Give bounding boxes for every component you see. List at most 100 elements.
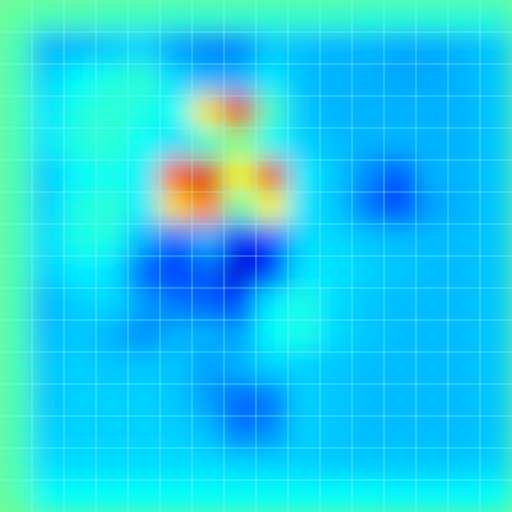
heatmap-cell [223, 383, 257, 417]
heatmap-cell [351, 415, 385, 449]
heatmap-cell [63, 223, 97, 257]
heatmap-cell [415, 479, 449, 512]
heatmap-cell [31, 447, 65, 481]
heatmap-cell [383, 191, 417, 225]
heatmap-cell [479, 31, 512, 65]
heatmap-cell [223, 127, 257, 161]
heatmap-cell [0, 159, 33, 193]
heatmap-cell [63, 31, 97, 65]
heatmap-cell [447, 351, 481, 385]
heatmap-cell [95, 383, 129, 417]
heatmap-cell [319, 223, 353, 257]
heatmap-cell [447, 191, 481, 225]
heatmap-cell [159, 287, 193, 321]
heatmap-cell [127, 223, 161, 257]
heatmap-cell [191, 351, 225, 385]
heatmap-cell [31, 415, 65, 449]
heatmap-cell [0, 447, 33, 481]
heatmap-cell [351, 287, 385, 321]
heatmap-cell [127, 159, 161, 193]
heatmap-cell [191, 127, 225, 161]
heatmap-cell [287, 191, 321, 225]
heatmap-cell [255, 223, 289, 257]
heatmap-cell [159, 191, 193, 225]
heatmap-cell [95, 479, 129, 512]
heatmap-cell [95, 159, 129, 193]
heatmap-cell [95, 95, 129, 129]
heatmap-cell [447, 319, 481, 353]
heatmap-cell [63, 319, 97, 353]
heatmap-cell [479, 255, 512, 289]
heatmap-cell [0, 287, 33, 321]
heatmap-cell [191, 31, 225, 65]
heatmap-cell [255, 255, 289, 289]
heatmap-cell [415, 63, 449, 97]
heatmap-cell [0, 255, 33, 289]
heatmap-cell [351, 479, 385, 512]
heatmap-cell [447, 447, 481, 481]
heatmap-cell [415, 447, 449, 481]
heatmap-cell [383, 0, 417, 33]
heatmap-cell [415, 415, 449, 449]
heatmap-cell [383, 319, 417, 353]
heatmap-cell [415, 287, 449, 321]
heatmap-cell [319, 31, 353, 65]
heatmap-cell [127, 447, 161, 481]
heatmap-cell [255, 287, 289, 321]
heatmap-cell [287, 127, 321, 161]
heatmap-cell [383, 127, 417, 161]
heatmap-cell [0, 319, 33, 353]
heatmap-cell [479, 319, 512, 353]
heatmap-cell [63, 351, 97, 385]
heatmap-cell [447, 159, 481, 193]
heatmap-cell [351, 95, 385, 129]
heatmap-cell [351, 191, 385, 225]
heatmap-cell [223, 287, 257, 321]
heatmap-cell [191, 63, 225, 97]
heatmap-cell [191, 383, 225, 417]
heatmap-cell [95, 415, 129, 449]
heatmap-cell [0, 383, 33, 417]
heatmap-cell [479, 0, 512, 33]
heatmap-cell [351, 447, 385, 481]
heatmap-cell [447, 287, 481, 321]
heatmap-cell [287, 159, 321, 193]
heatmap-cell [95, 127, 129, 161]
heatmap-cell [383, 159, 417, 193]
heatmap-cell [223, 479, 257, 512]
heatmap-cell [31, 191, 65, 225]
heatmap-cell [287, 319, 321, 353]
heatmap-cell [287, 287, 321, 321]
heatmap-cell [31, 351, 65, 385]
heatmap-cell [255, 479, 289, 512]
heatmap-cell [287, 383, 321, 417]
heatmap-cell [319, 0, 353, 33]
heatmap-cell [415, 31, 449, 65]
heatmap-cell [479, 287, 512, 321]
heatmap-cell [383, 223, 417, 257]
heatmap-cell [159, 159, 193, 193]
heatmap-cell [287, 351, 321, 385]
heatmap-cell [319, 479, 353, 512]
heatmap-cell [0, 95, 33, 129]
heatmap-cell [351, 255, 385, 289]
heatmap-cell [383, 447, 417, 481]
heatmap-cell [351, 31, 385, 65]
heatmap-cell [223, 415, 257, 449]
heatmap-cell [383, 287, 417, 321]
heatmap-cell [319, 63, 353, 97]
heatmap-cell [159, 479, 193, 512]
heatmap-cell [287, 95, 321, 129]
heatmap-cell [287, 415, 321, 449]
heatmap-cell [319, 127, 353, 161]
heatmap-cell [95, 447, 129, 481]
heatmap-cell [255, 159, 289, 193]
heatmap-cell [223, 447, 257, 481]
heatmap-cell [351, 223, 385, 257]
heatmap-cell [127, 415, 161, 449]
heatmap-cell [127, 31, 161, 65]
heatmap-cell [415, 191, 449, 225]
heatmap-cell [479, 159, 512, 193]
heatmap-cell [383, 95, 417, 129]
